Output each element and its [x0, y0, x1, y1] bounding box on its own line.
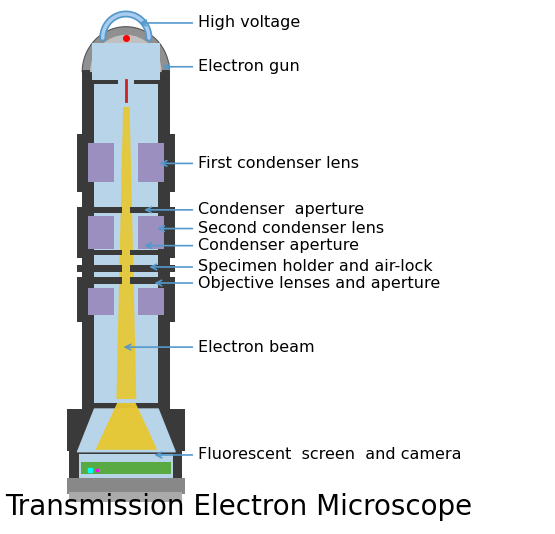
Text: Condenser  aperture: Condenser aperture — [198, 202, 364, 217]
Bar — [138, 288, 164, 304]
Bar — [77, 277, 122, 284]
Bar — [69, 492, 183, 502]
Bar — [138, 144, 164, 166]
Bar — [88, 300, 114, 315]
Bar — [138, 216, 164, 235]
Bar — [77, 134, 88, 192]
Bar — [77, 207, 88, 258]
Text: Fluorescent  screen  and camera: Fluorescent screen and camera — [198, 447, 461, 462]
Bar — [88, 144, 114, 166]
Bar — [130, 277, 175, 284]
Wedge shape — [82, 27, 169, 72]
Text: Electron gun: Electron gun — [198, 59, 300, 74]
Bar — [67, 409, 185, 451]
Bar — [130, 207, 162, 213]
Bar — [164, 207, 175, 258]
Bar — [138, 230, 164, 249]
Bar — [88, 288, 114, 304]
Text: High voltage: High voltage — [198, 15, 300, 30]
Bar — [82, 80, 169, 409]
Text: Condenser aperture: Condenser aperture — [198, 238, 359, 253]
Bar — [77, 265, 122, 272]
Bar — [77, 282, 88, 321]
Text: Second condenser lens: Second condenser lens — [198, 221, 384, 236]
Bar — [94, 80, 158, 403]
Bar — [92, 43, 160, 80]
Text: Transmission Electron Microscope: Transmission Electron Microscope — [5, 493, 472, 521]
Text: Objective lenses and aperture: Objective lenses and aperture — [198, 276, 440, 290]
Text: First condenser lens: First condenser lens — [198, 156, 359, 171]
Bar — [67, 478, 185, 494]
Bar — [164, 134, 175, 192]
Bar — [79, 454, 173, 478]
Bar — [82, 70, 169, 84]
Bar — [88, 216, 114, 235]
Bar — [138, 160, 164, 182]
Bar — [88, 160, 114, 182]
Wedge shape — [90, 35, 162, 72]
Bar — [130, 250, 162, 255]
Bar — [90, 250, 122, 255]
Bar — [118, 77, 134, 107]
Bar — [69, 451, 183, 481]
Text: Specimen holder and air-lock: Specimen holder and air-lock — [198, 260, 432, 274]
Bar — [164, 282, 175, 321]
Bar — [88, 230, 114, 249]
Bar — [90, 207, 122, 213]
Bar — [81, 462, 170, 474]
Text: Electron beam: Electron beam — [198, 340, 314, 355]
Bar — [138, 300, 164, 315]
Bar — [130, 265, 175, 272]
